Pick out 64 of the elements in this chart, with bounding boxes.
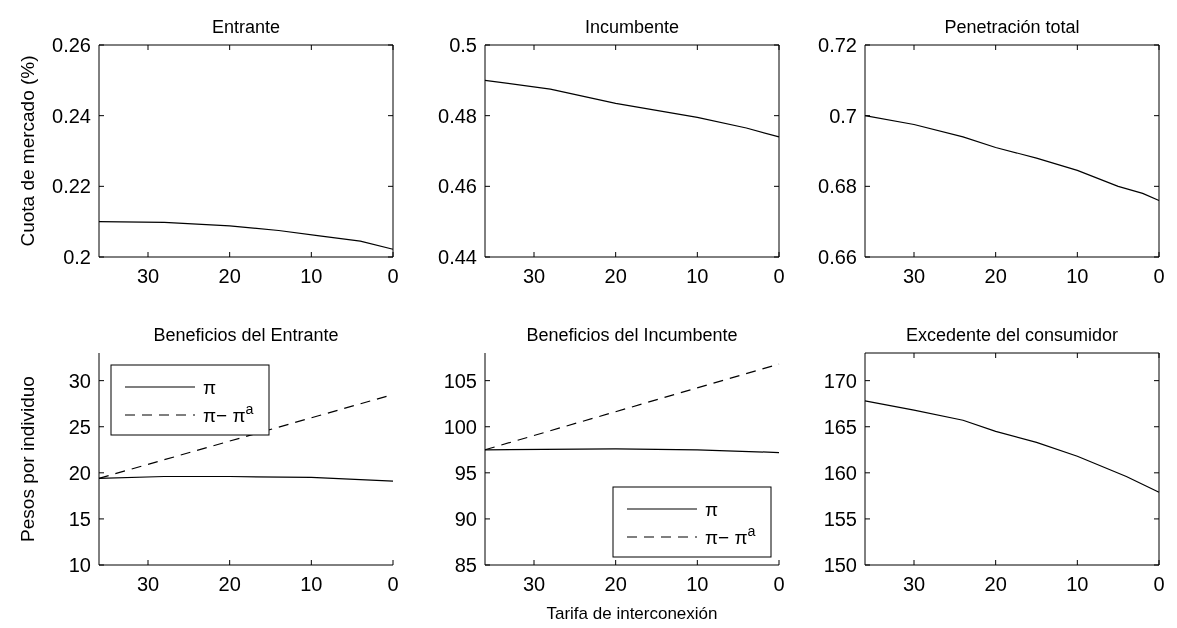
y-tick-label: 105 <box>443 369 477 392</box>
x-tick-label: 10 <box>300 265 323 287</box>
x-tick-label: 10 <box>300 573 323 595</box>
x-tick-label: 30 <box>522 265 546 287</box>
x-axis-title: Tarifa de interconexión <box>546 604 718 623</box>
x-tick-label: 0 <box>773 573 785 595</box>
chart-title: Beneficios del Entrante <box>153 325 339 345</box>
y-tick-label: 150 <box>823 554 857 576</box>
y-tick-label: 90 <box>454 507 477 530</box>
x-tick-label: 0 <box>387 573 399 595</box>
chart-title: Beneficios del Incumbente <box>526 325 738 345</box>
y-tick-label: 160 <box>823 461 857 484</box>
legend-label: π− π$^{a}$ <box>203 401 254 426</box>
y-tick-label: 25 <box>68 415 91 438</box>
x-tick-label: 20 <box>604 573 627 595</box>
y-tick-label: 165 <box>823 415 857 438</box>
y-axis-title: Pesos por individuo <box>17 376 38 542</box>
y-tick-label: 0.22 <box>52 175 91 198</box>
y-axis-title: Cuota de mercado (%) <box>17 55 38 247</box>
y-tick-label: 85 <box>454 554 477 576</box>
x-tick-label: 10 <box>1066 265 1089 287</box>
x-tick-label: 20 <box>218 265 241 287</box>
x-tick-label: 20 <box>218 573 241 595</box>
y-tick-label: 170 <box>823 369 857 392</box>
y-tick-label: 0.24 <box>52 104 91 127</box>
y-tick-label: 20 <box>68 461 91 484</box>
x-tick-label: 30 <box>136 573 160 595</box>
legend-label: π <box>203 377 217 398</box>
y-tick-label: 0.68 <box>818 175 857 198</box>
y-tick-label: 0.26 <box>52 34 91 56</box>
chart-title: Excedente del consumidor <box>905 325 1119 345</box>
y-tick-label: 30 <box>68 369 91 392</box>
y-tick-label: 100 <box>443 415 477 438</box>
x-tick-label: 0 <box>773 265 785 287</box>
legend-label: π− π$^{a}$ <box>705 523 756 548</box>
y-tick-label: 0.72 <box>818 34 857 56</box>
y-tick-label: 0.5 <box>449 34 477 56</box>
y-tick-label: 0.46 <box>438 175 477 198</box>
y-tick-label: 0.7 <box>829 104 857 127</box>
chart-title: Penetración total <box>944 17 1080 37</box>
x-tick-label: 30 <box>136 265 160 287</box>
y-tick-label: 15 <box>68 507 91 530</box>
x-tick-label: 10 <box>1066 573 1089 595</box>
chart-title: Incumbente <box>584 17 680 37</box>
y-tick-label: 0.66 <box>818 246 857 268</box>
x-tick-label: 20 <box>984 265 1007 287</box>
x-tick-label: 0 <box>1153 265 1165 287</box>
x-tick-label: 0 <box>387 265 399 287</box>
y-tick-label: 95 <box>454 461 477 484</box>
y-tick-label: 10 <box>68 554 91 576</box>
x-tick-label: 0 <box>1153 573 1165 595</box>
x-tick-label: 30 <box>522 573 546 595</box>
x-tick-label: 10 <box>686 265 709 287</box>
x-tick-label: 20 <box>604 265 627 287</box>
legend-label: π <box>705 499 719 520</box>
y-tick-label: 155 <box>823 507 857 530</box>
x-tick-label: 30 <box>902 573 926 595</box>
y-tick-label: 0.2 <box>63 246 91 268</box>
x-tick-label: 10 <box>686 573 709 595</box>
chart-title: Entrante <box>211 17 281 37</box>
x-tick-label: 20 <box>984 573 1007 595</box>
x-tick-label: 30 <box>902 265 926 287</box>
y-tick-label: 0.48 <box>438 104 477 127</box>
y-tick-label: 0.44 <box>438 246 477 268</box>
